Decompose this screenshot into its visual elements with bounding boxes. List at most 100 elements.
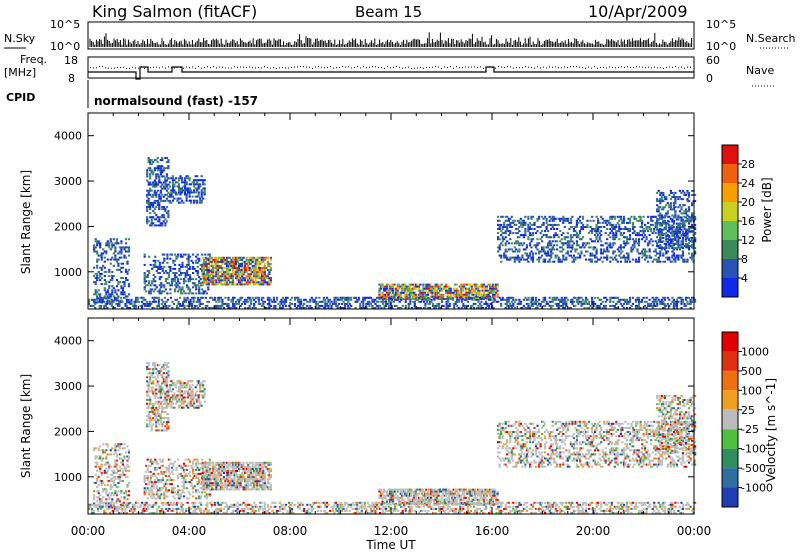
scatter-cell [660,232,663,235]
scatter-cell [512,221,515,224]
nave-dot [609,66,610,68]
scatter-cell [659,230,662,233]
scatter-cell [482,293,486,296]
scatter-cell [669,238,672,241]
scatter-cell [539,238,542,241]
scatter-cell [197,183,200,186]
scatter-cell [199,199,202,202]
scatter-cell [609,215,612,218]
scatter-cell [656,210,659,213]
nave-dot [684,67,685,69]
scatter-cell [663,302,666,305]
scatter-cell [477,298,480,301]
scatter-cell [338,298,341,301]
scatter-cell [512,298,515,301]
scatter-cell [339,298,342,301]
scatter-cell [569,246,572,249]
scatter-cell [176,278,180,281]
scatter-cell [583,254,586,257]
scatter-cell [148,300,151,303]
scatter-cell [166,307,169,309]
scatter-cell [684,296,688,299]
scatter-cell [106,300,109,303]
scatter-cell [221,267,224,269]
scatter-cell [266,277,269,280]
scatter-cell [146,284,149,287]
scatter-cell [628,260,632,263]
scatter-cell [674,300,677,303]
scatter-cell [678,189,681,192]
scatter-cell [525,258,528,261]
scatter-cell [161,183,164,186]
scatter-cell [501,296,504,299]
scatter-cell [463,285,466,288]
scatter-cell [96,277,99,279]
scatter-cell [571,244,574,247]
scatter-cell [109,296,112,299]
scatter-cell [415,298,418,301]
scatter-cell [471,298,474,301]
scatter-cell [524,232,527,235]
scatter-cell [399,291,402,294]
scatter-cell [227,265,230,267]
scatter-cell [519,300,522,303]
scatter-cell [619,215,622,218]
scatter-cell [190,292,193,295]
scatter-cell [159,169,162,172]
scatter-cell [330,300,333,303]
scatter-cell [348,296,351,299]
scatter-cell [251,260,254,263]
scatter-cell [675,302,678,305]
scatter-cell [587,258,591,261]
scatter-cell [266,262,269,265]
scatter-cell [159,159,162,162]
scatter-cell [396,283,399,286]
scatter-cell [389,291,392,294]
nave-dot [528,66,529,68]
scatter-cell [244,277,247,280]
scatter-cell [675,254,678,257]
scatter-cell [338,302,341,305]
scatter-cell [96,295,99,298]
scatter-cell [316,302,319,305]
scatter-cell [204,273,207,276]
scatter-cell [375,296,379,299]
scatter-cell [659,250,662,253]
scatter-cell [674,198,677,201]
scatter-cell [469,285,472,288]
scatter-cell [445,283,448,286]
scatter-cell [451,291,454,294]
scatter-cell [222,307,225,309]
scatter-cell [179,201,182,204]
scatter-cell [303,302,306,305]
scatter-cell [187,177,190,180]
scatter-cell [691,223,694,226]
scatter-cell [202,183,205,186]
scatter-cell [150,220,153,223]
scatter-cell [227,283,230,286]
scatter-cell [663,206,666,209]
nave-dot [177,66,178,68]
scatter-cell [686,219,689,222]
scatter-cell [684,245,688,247]
scatter-cell [309,298,312,301]
scatter-cell [231,267,235,269]
scatter-cell [120,240,123,243]
scatter-cell [131,304,135,307]
scatter-cell [263,271,266,274]
scatter-cell [597,226,600,228]
scatter-cell [479,285,483,288]
scatter-cell [660,198,663,201]
scatter-cell [496,283,499,286]
scatter-cell [325,302,329,305]
scatter-cell [665,234,668,237]
scatter-cell [600,226,603,228]
scatter-cell [472,302,475,305]
scatter-cell [677,223,680,226]
scatter-cell [681,234,685,237]
scatter-cell [586,307,589,309]
scatter-cell [103,304,106,307]
scatter-cell [616,248,619,251]
scatter-cell [187,278,190,281]
scatter-cell [96,250,99,253]
